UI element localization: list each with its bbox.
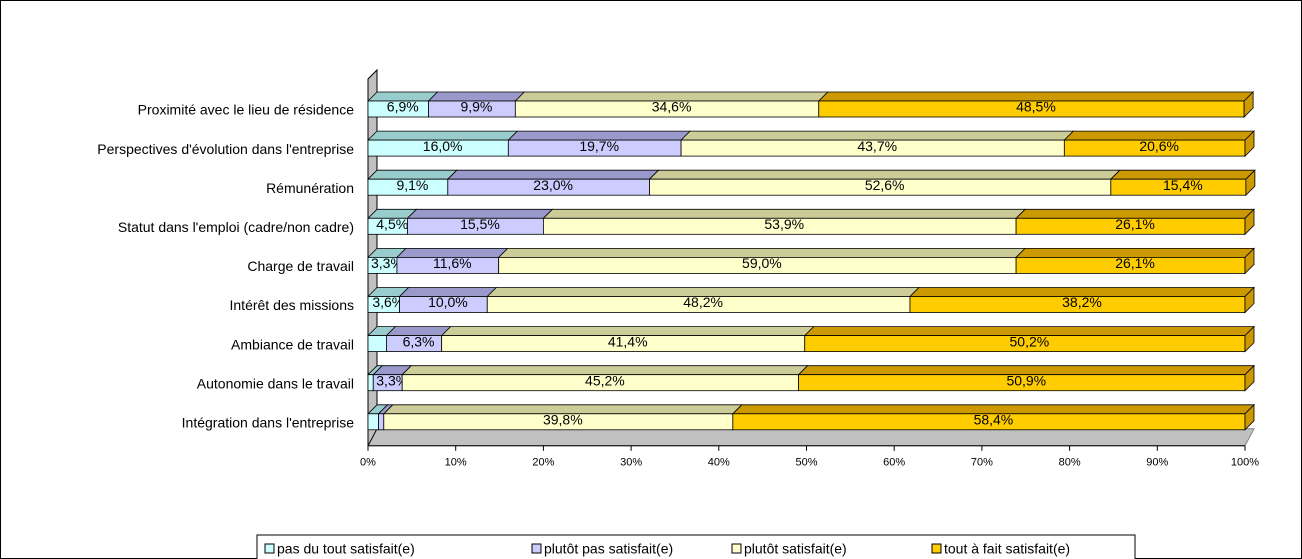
bar (367, 374, 374, 392)
value-label: 3,3% (371, 255, 403, 271)
value-label: 3,6% (372, 294, 404, 310)
value-label: 23,0% (533, 177, 573, 193)
category-label: Charge de travail (247, 258, 354, 274)
value-label: 45,2% (585, 372, 625, 388)
value-label: 6,3% (403, 333, 435, 349)
value-label: 10,0% (428, 294, 468, 310)
category-label: Perspectives d'évolution dans l'entrepri… (97, 141, 354, 157)
category-label: Intérêt des missions (230, 297, 355, 313)
legend-label: tout à fait satisfait(e) (944, 541, 1070, 557)
value-label: 3,3% (376, 372, 408, 388)
value-label: 4,5% (376, 216, 408, 232)
value-label: 39,8% (543, 412, 583, 428)
value-label: 19,7% (579, 138, 619, 154)
value-label: 59,0% (742, 255, 782, 271)
legend-swatch (931, 543, 942, 554)
value-label: 20,6% (1139, 138, 1179, 154)
value-label: 53,9% (764, 216, 804, 232)
bar-side (1244, 286, 1255, 314)
x-tick-label: 80% (1059, 457, 1081, 469)
bar-side (1243, 91, 1254, 118)
x-tick-label: 10% (445, 457, 467, 469)
bar (367, 413, 379, 431)
legend-swatch (531, 543, 542, 554)
value-label: 34,6% (652, 99, 692, 115)
value-label: 58,4% (974, 412, 1014, 428)
x-tick-label: 40% (708, 457, 730, 469)
legend-box (256, 534, 1136, 559)
value-label: 15,5% (460, 216, 500, 232)
category-label: Rémunération (266, 180, 354, 196)
value-label: 16,0% (423, 138, 463, 154)
x-tick-label: 100% (1231, 457, 1259, 469)
bar (378, 413, 385, 431)
legend-label: pas du tout satisfait(e) (277, 541, 415, 557)
bar-side (1244, 130, 1255, 158)
value-label: 50,2% (1010, 333, 1050, 349)
legend-swatch (731, 543, 742, 554)
bar (367, 335, 387, 353)
value-label: 38,2% (1062, 294, 1102, 310)
floor (367, 428, 1255, 447)
legend-swatch (264, 543, 275, 554)
value-label: 26,1% (1115, 216, 1155, 232)
legend-label: plutôt satisfait(e) (744, 541, 847, 557)
value-label: 48,5% (1016, 99, 1056, 115)
category-label: Intégration dans l'entreprise (182, 415, 355, 431)
value-label: 50,9% (1006, 372, 1046, 388)
bar-side (1244, 403, 1255, 431)
x-tick-label: 70% (971, 457, 993, 469)
x-tick-label: 20% (532, 457, 554, 469)
bar-side (1245, 169, 1256, 197)
value-label: 26,1% (1115, 255, 1155, 271)
x-tick-label: 50% (795, 457, 817, 469)
category-label: Autonomie dans le travail (197, 375, 354, 391)
value-label: 52,6% (865, 177, 905, 193)
bar-side (1244, 208, 1255, 236)
value-label: 6,9% (387, 99, 419, 115)
value-label: 15,4% (1163, 177, 1203, 193)
value-label: 43,7% (857, 138, 897, 154)
x-tick-label: 60% (883, 457, 905, 469)
x-tick-label: 90% (1146, 457, 1168, 469)
value-label: 11,6% (433, 255, 472, 271)
bar-side (1244, 364, 1255, 392)
value-label: 41,4% (608, 333, 648, 349)
category-label: Statut dans l'emploi (cadre/non cadre) (118, 219, 354, 235)
bar-side (1244, 247, 1255, 275)
value-label: 9,9% (460, 99, 492, 115)
category-label: Ambiance de travail (231, 336, 354, 352)
value-label: 48,2% (683, 294, 723, 310)
x-tick-label: 30% (620, 457, 642, 469)
bar-side (1244, 325, 1255, 353)
value-label: 9,1% (396, 177, 428, 193)
category-label: Proximité avec le lieu de résidence (138, 102, 355, 118)
legend-label: plutôt pas satisfait(e) (544, 541, 673, 557)
x-tick-label: 0% (360, 457, 376, 469)
